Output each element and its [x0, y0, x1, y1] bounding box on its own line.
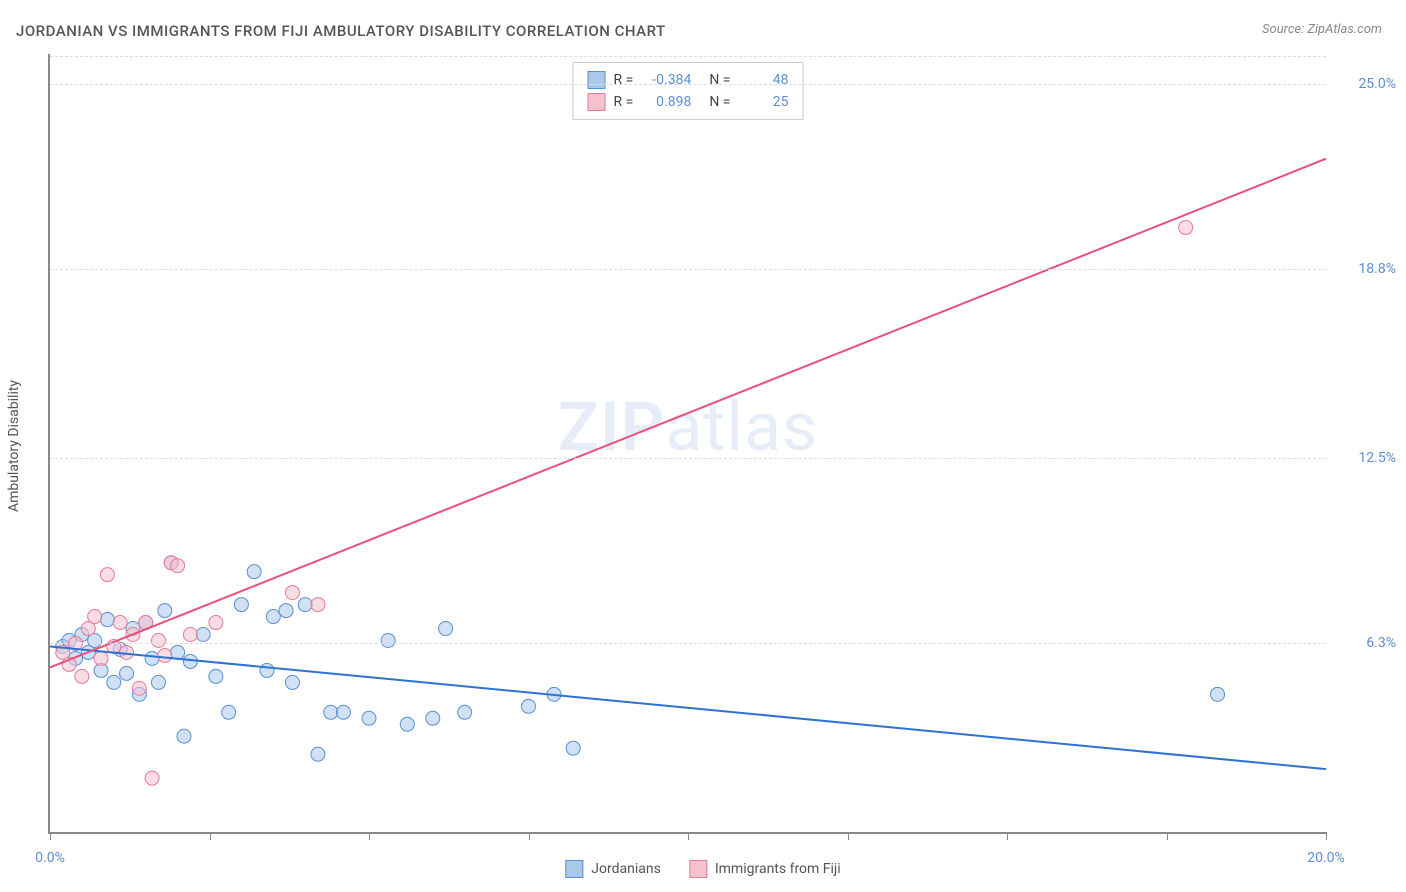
x-tick-label: 20.0% [1307, 850, 1345, 866]
data-point [298, 598, 312, 612]
gridline [50, 269, 1326, 270]
data-point [381, 633, 395, 647]
legend-item-series1: Jordanians [565, 860, 661, 878]
data-point [279, 604, 293, 618]
plot-area: ZIPatlas R = -0.384 N = 48 R = 0.898 N =… [48, 54, 1326, 834]
data-point [566, 741, 580, 755]
data-point [311, 747, 325, 761]
data-point [285, 675, 299, 689]
x-tick [848, 832, 849, 840]
data-point [260, 663, 274, 677]
stat-label-r: R = [614, 94, 634, 110]
x-tick [529, 832, 530, 840]
legend-item-series2: Immigrants from Fiji [689, 860, 841, 878]
stats-legend-box: R = -0.384 N = 48 R = 0.898 N = 25 [573, 62, 804, 120]
data-point [158, 604, 172, 618]
data-point [426, 711, 440, 725]
stat-label-n: N = [709, 94, 730, 110]
data-point [120, 666, 134, 680]
bottom-legend: Jordanians Immigrants from Fiji [565, 860, 840, 878]
x-tick [210, 832, 211, 840]
data-point [362, 711, 376, 725]
regression-line [50, 646, 1326, 769]
stat-r-series1: -0.384 [641, 72, 691, 88]
data-point [266, 610, 280, 624]
y-tick-label: 6.3% [1336, 635, 1396, 651]
data-point [1211, 687, 1225, 701]
data-point [100, 613, 114, 627]
data-point [439, 622, 453, 636]
stats-row-series2: R = 0.898 N = 25 [588, 91, 789, 113]
x-tick [1326, 832, 1327, 840]
y-tick-label: 25.0% [1336, 76, 1396, 92]
x-tick [688, 832, 689, 840]
gridline [50, 56, 1326, 57]
x-tick [369, 832, 370, 840]
data-point [336, 705, 350, 719]
data-point [400, 717, 414, 731]
data-point [177, 729, 191, 743]
chart-container: JORDANIAN VS IMMIGRANTS FROM FIJI AMBULA… [0, 0, 1406, 892]
data-point [158, 648, 172, 662]
swatch-series1 [565, 860, 583, 878]
data-point [183, 628, 197, 642]
regression-line [50, 159, 1326, 668]
y-tick-label: 18.8% [1336, 261, 1396, 277]
chart-title: JORDANIAN VS IMMIGRANTS FROM FIJI AMBULA… [16, 22, 666, 40]
data-point [311, 598, 325, 612]
legend-label-series1: Jordanians [591, 861, 661, 877]
data-point [171, 559, 185, 573]
stat-n-series2: 25 [738, 94, 788, 110]
data-point [100, 568, 114, 582]
x-tick [50, 832, 51, 840]
data-point [247, 565, 261, 579]
data-point [113, 616, 127, 630]
x-tick [1167, 832, 1168, 840]
y-tick-label: 12.5% [1336, 450, 1396, 466]
gridline [50, 84, 1326, 85]
data-point [209, 669, 223, 683]
plot-svg [50, 54, 1326, 832]
data-point [196, 628, 210, 642]
data-point [222, 705, 236, 719]
data-point [234, 598, 248, 612]
stat-n-series1: 48 [738, 72, 788, 88]
data-point [94, 651, 108, 665]
legend-label-series2: Immigrants from Fiji [715, 861, 841, 877]
swatch-series1 [588, 71, 606, 89]
gridline [50, 458, 1326, 459]
data-point [1179, 221, 1193, 235]
data-point [145, 651, 159, 665]
data-point [285, 586, 299, 600]
stat-label-n: N = [709, 72, 730, 88]
data-point [88, 610, 102, 624]
data-point [458, 705, 472, 719]
swatch-series2 [588, 93, 606, 111]
x-tick-label: 0.0% [35, 850, 65, 866]
data-point [522, 699, 536, 713]
data-point [324, 705, 338, 719]
y-axis-label: Ambulatory Disability [6, 380, 22, 512]
stat-r-series2: 0.898 [641, 94, 691, 110]
x-tick [1007, 832, 1008, 840]
stats-row-series1: R = -0.384 N = 48 [588, 69, 789, 91]
data-point [107, 675, 121, 689]
data-point [151, 675, 165, 689]
gridline [50, 643, 1326, 644]
data-point [132, 681, 146, 695]
data-point [151, 633, 165, 647]
data-point [145, 771, 159, 785]
source-attribution: Source: ZipAtlas.com [1262, 22, 1382, 37]
data-point [75, 669, 89, 683]
data-point [209, 616, 223, 630]
swatch-series2 [689, 860, 707, 878]
stat-label-r: R = [614, 72, 634, 88]
